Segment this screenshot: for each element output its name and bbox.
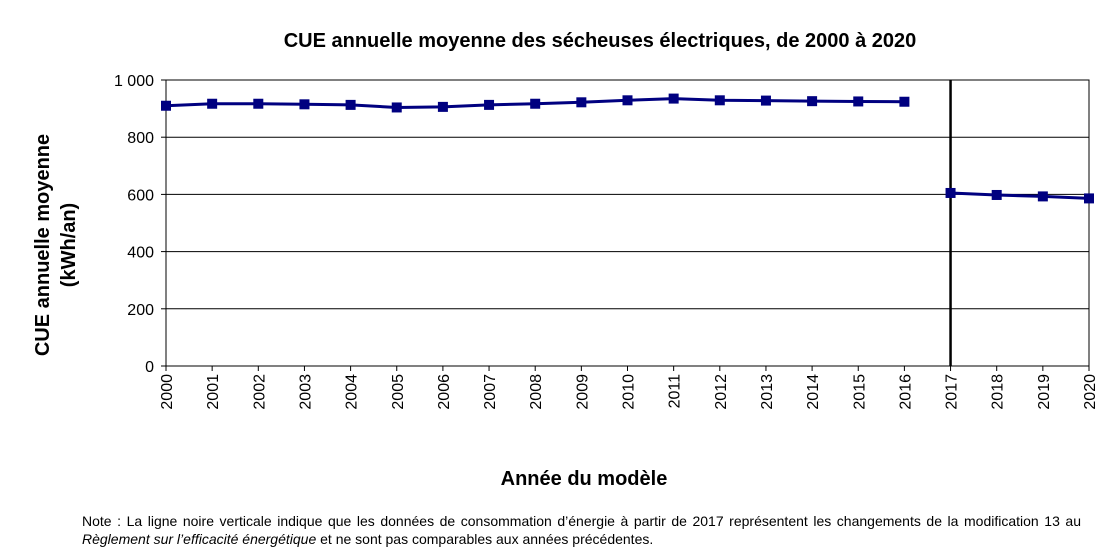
chart: CUE annuelle moyenne des sécheuses élect… (32, 30, 1099, 490)
data-point-marker (807, 96, 818, 107)
footnote-text-end: et ne sont pas comparables aux années pr… (316, 531, 654, 547)
x-tick-label: 2018 (990, 374, 1007, 410)
y-axis-ticks: 0 200 400 600 800 1 000 (114, 73, 166, 376)
y-tick-label: 800 (127, 130, 154, 147)
data-point-marker (899, 96, 910, 107)
data-point-marker (484, 99, 495, 110)
x-tick-label: 2015 (851, 374, 868, 410)
data-point-marker (437, 101, 448, 112)
data-point-marker (622, 95, 633, 106)
x-tick-label: 2009 (574, 374, 591, 410)
chart-title: CUE annuelle moyenne des sécheuses élect… (284, 30, 917, 52)
x-tick-label: 2002 (251, 374, 268, 410)
data-point-marker (1037, 191, 1048, 202)
footnote-regulation-title: Règlement sur l’efficacité énergétique (82, 531, 317, 547)
x-tick-label: 2004 (344, 374, 361, 410)
x-tick-label: 2011 (667, 374, 684, 409)
x-tick-label: 2019 (1036, 374, 1053, 410)
y-tick-label: 1 000 (114, 73, 154, 90)
data-point-marker (991, 189, 1002, 200)
data-point-marker (576, 97, 587, 108)
data-point-marker (530, 98, 541, 109)
series-group (161, 93, 1094, 204)
data-point-marker (945, 187, 956, 198)
data-point-marker (161, 100, 171, 111)
x-tick-label: 2005 (390, 374, 407, 410)
y-axis-label-line1: CUE annuelle moyenne (32, 134, 54, 356)
x-tick-label: 2000 (159, 374, 176, 410)
data-point-marker (760, 95, 771, 106)
data-point-marker (345, 99, 356, 110)
x-tick-label: 2003 (297, 374, 314, 410)
x-tick-label: 2010 (621, 374, 638, 410)
y-axis-label-line2: (kWh/an) (58, 203, 80, 287)
data-point-marker (853, 96, 864, 107)
x-tick-label: 2007 (482, 374, 499, 410)
footnote: Note : La ligne noire verticale indique … (82, 512, 1081, 548)
series-line (950, 191, 1090, 200)
data-point-marker (1084, 193, 1094, 204)
x-tick-label: 2014 (805, 374, 822, 410)
x-tick-label: 2012 (713, 374, 730, 410)
data-point-marker (253, 98, 264, 109)
data-point-marker (391, 102, 402, 113)
x-tick-label: 2020 (1082, 374, 1099, 410)
x-tick-label: 2006 (436, 374, 453, 410)
data-point-marker (714, 95, 725, 106)
y-tick-label: 200 (127, 302, 154, 319)
x-tick-label: 2016 (897, 374, 914, 410)
y-tick-label: 400 (127, 245, 154, 262)
x-tick-label: 2008 (528, 374, 545, 410)
x-axis-label: Année du modèle (501, 468, 668, 490)
x-tick-label: 2001 (205, 374, 222, 410)
data-point-marker (207, 98, 218, 109)
gridlines (166, 136, 1089, 310)
data-point-marker (299, 99, 310, 110)
plot-frame (165, 79, 1090, 367)
y-tick-label: 0 (145, 359, 154, 376)
x-tick-label: 2017 (944, 374, 961, 410)
y-tick-label: 600 (127, 187, 154, 204)
x-axis-ticks: 2000 2001 2002 2003 2004 2005 2006 2007 2008 2009… (159, 366, 1099, 410)
data-point-marker (668, 93, 679, 104)
x-tick-label: 2013 (759, 374, 776, 410)
footnote-text: Note : La ligne noire verticale indique … (82, 513, 1081, 529)
